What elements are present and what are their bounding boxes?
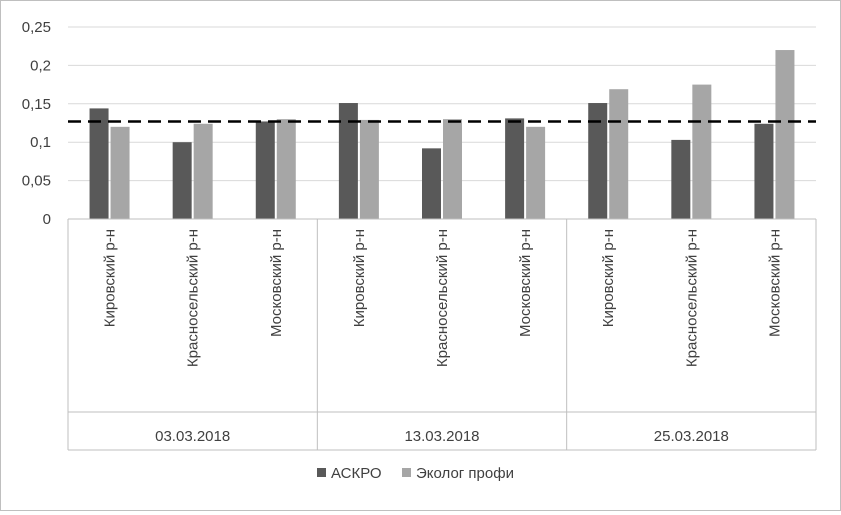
bar xyxy=(255,121,275,219)
y-tick-label: 0,05 xyxy=(22,173,51,190)
bar xyxy=(359,119,379,219)
legend-swatch xyxy=(317,468,326,477)
x-category-label: Кировский р-н xyxy=(102,229,119,327)
bar xyxy=(692,84,712,219)
y-tick-label: 0,1 xyxy=(30,134,51,151)
x-category-label: Московский р-н xyxy=(766,229,783,337)
bar xyxy=(276,119,296,219)
x-category-label: Красносельский р-н xyxy=(683,229,700,367)
bar xyxy=(193,123,213,219)
legend-swatch xyxy=(402,468,411,477)
y-tick-label: 0,2 xyxy=(30,57,51,74)
gridlines xyxy=(68,26,816,182)
bar xyxy=(422,148,441,219)
bars xyxy=(89,50,795,219)
y-tick-label: 0,25 xyxy=(22,19,51,36)
x-category-label: Красносельский р-н xyxy=(185,229,202,367)
axes: 0 0,05 0,1 0,15 0,2 0,25 Кировский р-н Красносе… xyxy=(22,19,817,451)
x-group-label: 13.03.2018 xyxy=(404,428,479,445)
legend: АСКРО Эколог профи xyxy=(317,465,514,482)
x-group-label: 03.03.2018 xyxy=(155,428,230,445)
x-group-label: 25.03.2018 xyxy=(654,428,729,445)
bar xyxy=(526,126,546,219)
y-tick-label: 0,15 xyxy=(22,96,51,113)
legend-label: АСКРО xyxy=(331,465,382,482)
bar xyxy=(172,142,192,219)
bar xyxy=(671,139,691,219)
bar xyxy=(110,126,130,219)
bar xyxy=(609,89,629,219)
x-category-label: Кировский р-н xyxy=(600,229,617,327)
x-category-label: Московский р-н xyxy=(268,229,285,337)
bar xyxy=(775,50,795,219)
bar xyxy=(443,119,462,219)
x-category-label: Московский р-н xyxy=(517,229,534,337)
legend-label: Эколог профи xyxy=(416,465,514,482)
bar xyxy=(89,108,109,219)
x-category-label: Красносельский р-н xyxy=(434,229,451,367)
bar xyxy=(588,103,608,219)
y-tick-label: 0 xyxy=(43,211,51,228)
bar xyxy=(338,103,358,219)
x-category-label: Кировский р-н xyxy=(351,229,368,327)
bar xyxy=(505,118,525,219)
bar xyxy=(754,123,774,219)
